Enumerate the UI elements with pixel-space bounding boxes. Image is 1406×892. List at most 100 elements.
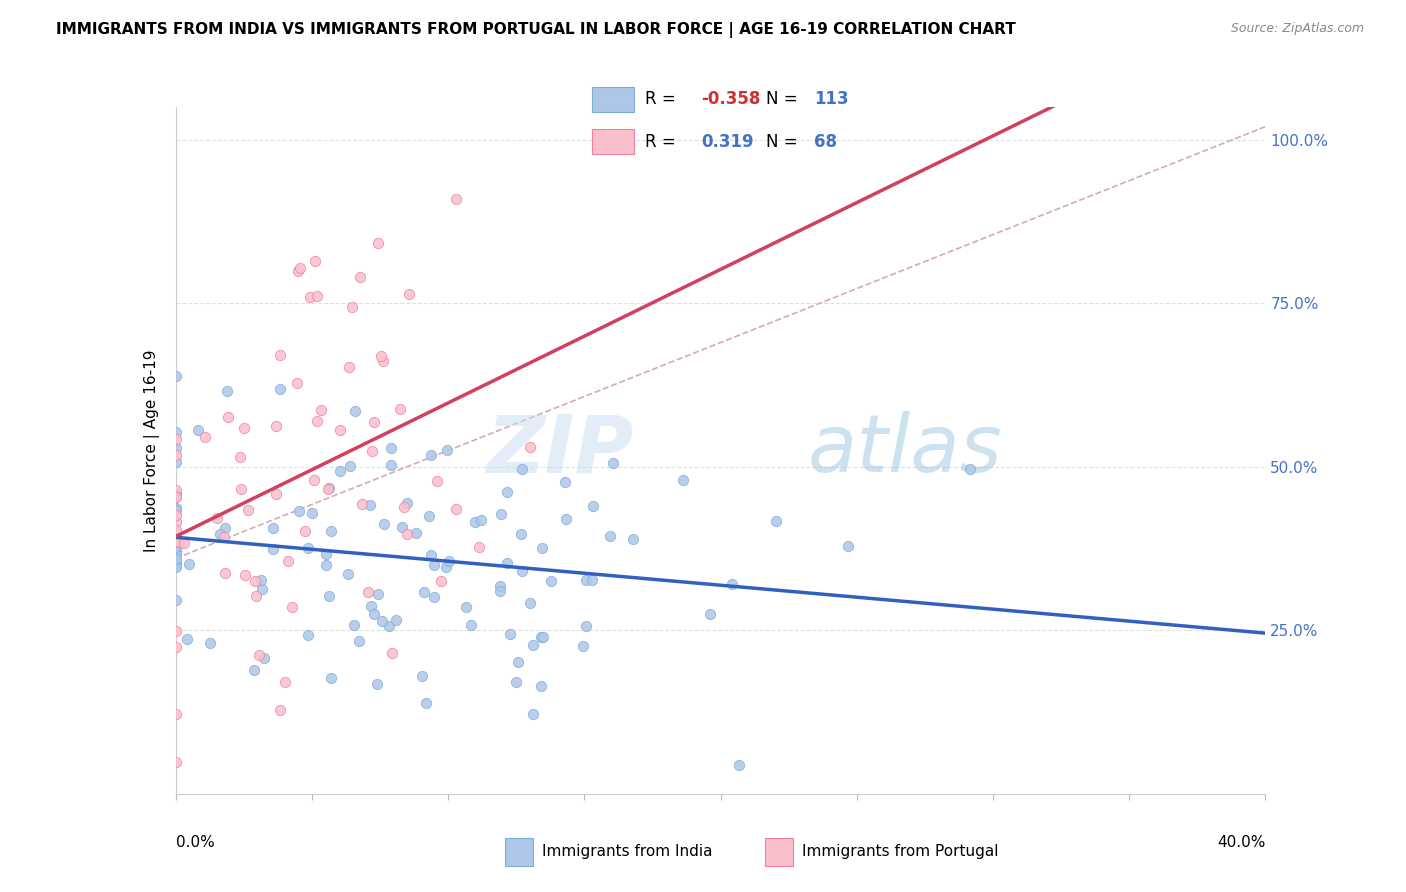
Point [165, 487, 187, 501]
Point [276, 554, 298, 568]
Point [395, 496, 418, 510]
Point [250, 582, 273, 596]
Point [419, 548, 441, 562]
Point [179, 557, 201, 571]
Point [214, 521, 236, 535]
Point [423, 558, 446, 572]
Point [165, 455, 187, 469]
Text: 68: 68 [814, 133, 837, 151]
Point [212, 530, 235, 544]
Point [264, 419, 287, 434]
Point [305, 289, 328, 303]
Point [315, 547, 337, 561]
Point [301, 506, 323, 520]
Point [233, 567, 256, 582]
Point [309, 402, 332, 417]
Y-axis label: In Labor Force | Age 16-19: In Labor Force | Age 16-19 [143, 349, 160, 552]
Point [165, 558, 187, 572]
Point [269, 348, 291, 362]
Point [621, 532, 644, 546]
Point [531, 630, 554, 644]
Point [352, 497, 374, 511]
Point [304, 254, 326, 268]
Point [165, 755, 187, 769]
Point [396, 527, 419, 541]
Point [165, 433, 187, 447]
Point [468, 540, 491, 554]
Point [266, 487, 288, 501]
Point [519, 596, 541, 610]
Point [298, 290, 321, 304]
Point [318, 481, 340, 495]
Point [499, 627, 522, 641]
Point [444, 192, 467, 206]
Bar [505, 838, 533, 866]
Point [288, 260, 311, 275]
Point [837, 539, 859, 553]
Point [165, 547, 187, 561]
Point [959, 462, 981, 476]
Text: Source: ZipAtlas.com: Source: ZipAtlas.com [1230, 22, 1364, 36]
Point [489, 584, 512, 599]
Point [229, 450, 252, 464]
Point [318, 589, 340, 603]
Point [232, 421, 254, 435]
Point [430, 574, 453, 588]
Point [391, 520, 413, 534]
Point [165, 540, 187, 554]
Point [205, 510, 228, 524]
Point [765, 515, 787, 529]
Text: R =: R = [645, 90, 676, 108]
Point [287, 264, 309, 278]
Point [349, 270, 371, 285]
Point [285, 376, 308, 390]
Point [319, 524, 342, 538]
Point [357, 585, 380, 599]
Point [253, 650, 276, 665]
Point [186, 424, 208, 438]
Point [555, 512, 578, 526]
Point [198, 636, 221, 650]
Point [269, 703, 291, 717]
Point [329, 423, 352, 437]
Point [165, 368, 187, 383]
Point [460, 618, 482, 632]
Point [329, 464, 352, 478]
Point [575, 573, 598, 587]
Point [380, 441, 402, 455]
Point [530, 630, 553, 644]
Point [173, 535, 195, 549]
Text: 40.0%: 40.0% [1218, 835, 1265, 850]
Point [165, 640, 187, 655]
Point [522, 707, 544, 722]
Point [420, 448, 443, 462]
Point [165, 533, 187, 548]
Point [581, 574, 603, 588]
Point [165, 624, 187, 638]
Point [273, 674, 295, 689]
Point [247, 648, 270, 662]
Point [165, 489, 187, 503]
Text: 0.0%: 0.0% [176, 835, 215, 850]
Point [243, 663, 266, 677]
Point [361, 443, 384, 458]
Point [339, 459, 361, 474]
Point [398, 287, 420, 301]
Point [343, 618, 366, 632]
Point [294, 524, 316, 538]
Point [269, 383, 291, 397]
Point [165, 508, 187, 523]
Point [418, 508, 440, 523]
Point [522, 638, 544, 652]
Point [495, 485, 517, 500]
Point [505, 675, 527, 690]
Point [165, 544, 187, 558]
Point [582, 499, 605, 513]
Point [572, 639, 595, 653]
Point [412, 585, 434, 599]
Point [281, 599, 304, 614]
Text: -0.358: -0.358 [702, 90, 761, 108]
Point [315, 558, 337, 572]
Point [464, 515, 486, 529]
Point [602, 456, 624, 470]
